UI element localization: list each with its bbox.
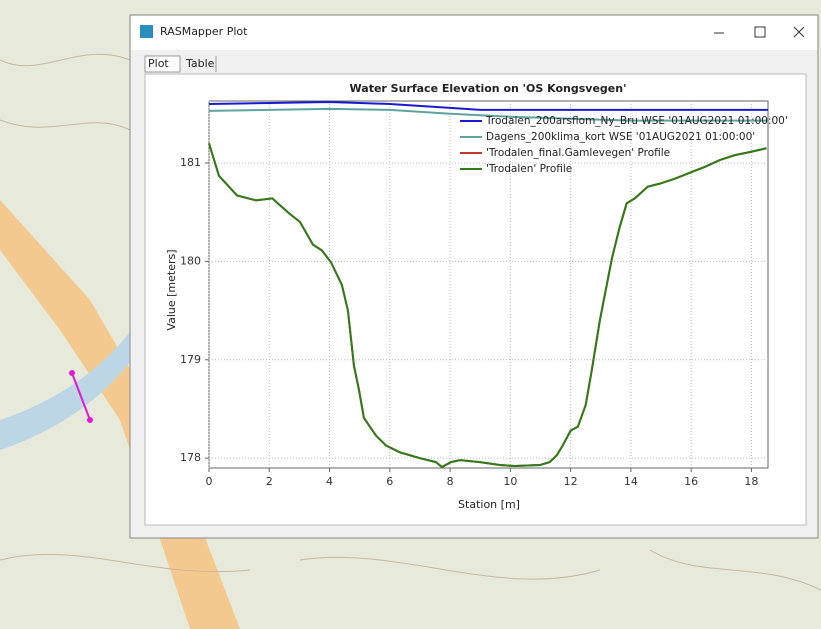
plot-area: 178 179 180 181 0 2 4 6 8 10 12 14 16 18 Trodalen_200a… [180,101,788,488]
x-tick-label: 6 [386,475,393,488]
app-icon [140,25,153,38]
y-tick-label: 181 [180,156,201,169]
tab-label[interactable]: Table [185,57,215,70]
x-tick-label: 14 [624,475,638,488]
window-title: RASMapper Plot [160,25,248,38]
x-tick-label: 0 [206,475,213,488]
y-tick-label: 178 [180,451,201,464]
x-tick-label: 12 [564,475,578,488]
chart-title: Water Surface Elevation on 'OS Kongsvege… [350,82,627,95]
map-section-end [69,370,75,376]
legend-label: 'Trodalen' Profile [486,163,572,175]
x-tick-label: 18 [744,475,758,488]
legend-label: Dagens_200klima_kort WSE '01AUG2021 01:0… [486,131,755,143]
legend-label: Trodalen_200arsflom_Ny_Bru WSE '01AUG202… [485,115,788,127]
x-axis-label: Station [m] [458,498,520,511]
y-tick-label: 180 [180,254,201,267]
x-tick-label: 4 [326,475,333,488]
x-tick-label: 8 [447,475,454,488]
y-tick-label: 179 [180,353,201,366]
screen: RASMapper Plot Plot Table Water Surface … [0,0,821,629]
x-tick-label: 2 [266,475,273,488]
tab-label[interactable]: Plot [148,57,169,70]
map-section-end [87,417,93,423]
x-tick-label: 16 [684,475,698,488]
y-axis-label: Value [meters] [165,249,178,330]
legend-label: 'Trodalen_final.Gamlevegen' Profile [486,147,670,159]
x-tick-label: 10 [503,475,517,488]
